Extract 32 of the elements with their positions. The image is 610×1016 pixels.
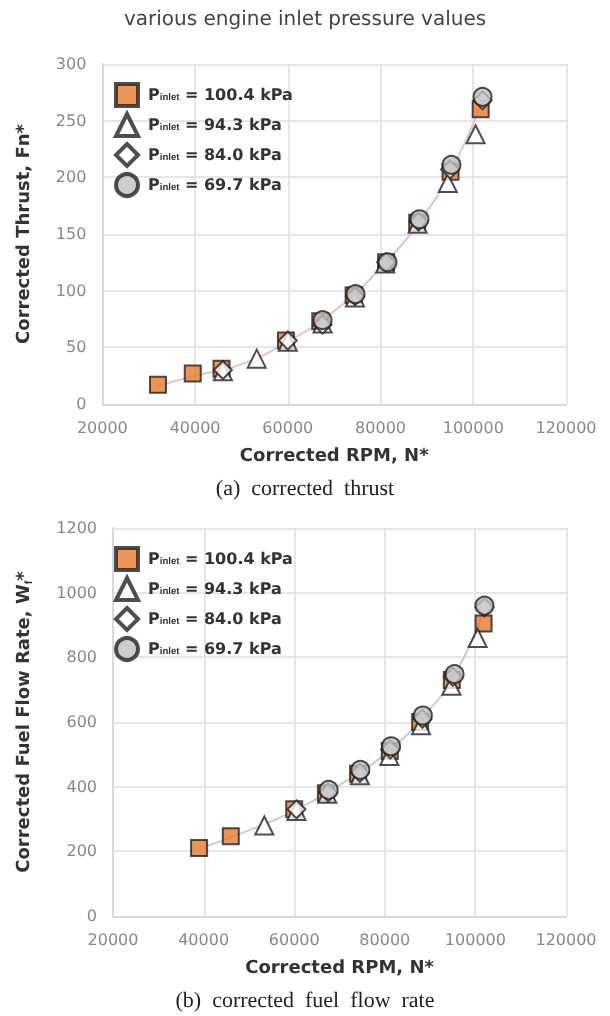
x-tick-label: 40000 [169, 419, 221, 437]
y-tick-label: 600 [66, 713, 98, 731]
y-tick-label: 1000 [56, 583, 98, 602]
y-tick-label: 150 [55, 225, 87, 243]
y-tick-label: 800 [66, 648, 98, 667]
x-tick-label: 80000 [359, 931, 411, 949]
x-tick-label: 20000 [76, 419, 128, 437]
x-tick-label: 120000 [535, 419, 597, 437]
y-tick-label: 50 [65, 338, 87, 357]
x-tick-label: 60000 [262, 419, 314, 437]
x-tick-label: 120000 [535, 931, 597, 949]
y-tick-label: 400 [66, 777, 98, 796]
y-tick-label: 300 [55, 55, 87, 73]
x-tick-label: 100000 [444, 931, 506, 949]
x-tick-label: 40000 [178, 931, 230, 949]
text: (b) corrected fuel flow rate [175, 989, 435, 1013]
y-axis-title: Corrected Thrust, Fn* [15, 123, 35, 344]
x-tick-label: 80000 [355, 419, 406, 437]
y-tick-label: 200 [55, 168, 87, 187]
y-tick-label: 1200 [56, 519, 98, 537]
chart-title: various engine inlet pressure values [123, 9, 487, 31]
y-tick-label: 0 [86, 907, 98, 925]
x-axis-title: Corrected RPM, N* [245, 959, 435, 979]
x-tick-label: 20000 [87, 931, 139, 949]
y-tick-label: 100 [55, 281, 87, 300]
x-axis-title: Corrected RPM, N* [239, 447, 430, 467]
y-tick-label: 0 [76, 395, 87, 413]
y-tick-label: 200 [66, 842, 98, 861]
text: (a) corrected thrust [215, 477, 395, 501]
x-tick-label: 60000 [268, 931, 320, 949]
y-tick-label: 250 [55, 111, 87, 130]
x-tick-label: 100000 [442, 419, 504, 437]
